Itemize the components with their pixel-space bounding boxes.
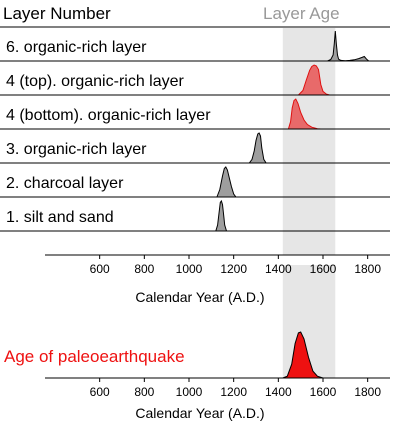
layer-label: 2. charcoal layer: [6, 175, 124, 192]
layer-age-band-top: [282, 28, 336, 255]
tick-label: 1800: [354, 385, 381, 399]
tick-label: 1000: [176, 385, 203, 399]
tick-label: 1200: [220, 385, 247, 399]
bottom-x-axis: 600 800 1000 1200 1400 1600 1800: [45, 377, 390, 399]
tick-label: 1600: [310, 262, 337, 276]
tick-label: 1800: [354, 262, 381, 276]
earthquake-label: Age of paleoearthquake: [4, 347, 185, 366]
tick-label: 800: [134, 262, 154, 276]
tick-label: 600: [90, 262, 110, 276]
tick-label: 600: [90, 385, 110, 399]
layer-density-area: [248, 132, 268, 164]
header-layer-age: Layer Age: [263, 4, 340, 23]
layer-density-area: [297, 64, 330, 96]
earthquake-panel: [282, 331, 324, 379]
layer-density-area: [215, 199, 228, 232]
tick-label: 1200: [220, 262, 247, 276]
layer-label: 4 (top). organic-rich layer: [6, 73, 185, 90]
layer-label: 4 (bottom). organic-rich layer: [6, 107, 211, 124]
layer-label: 6. organic-rich layer: [6, 39, 147, 56]
tick-label: 1600: [310, 385, 337, 399]
tick-label: 1400: [265, 385, 292, 399]
top-x-axis: 600 800 1000 1200 1400 1600 1800: [45, 254, 390, 276]
layer-density-area: [216, 166, 237, 198]
layer-label: 3. organic-rich layer: [6, 141, 147, 158]
header-layer-number: Layer Number: [3, 4, 111, 23]
tick-label: 800: [134, 385, 154, 399]
xlabel-top: Calendar Year (A.D.): [135, 289, 264, 305]
earthquake-density-area: [282, 331, 324, 379]
tick-label: 1000: [176, 262, 203, 276]
layer-label: 1. silt and sand: [6, 209, 114, 226]
tick-label: 1400: [265, 262, 292, 276]
xlabel-bottom: Calendar Year (A.D.): [135, 405, 264, 421]
layer-rows: 6. organic-rich layer 4 (top). organic-ri…: [0, 26, 390, 232]
